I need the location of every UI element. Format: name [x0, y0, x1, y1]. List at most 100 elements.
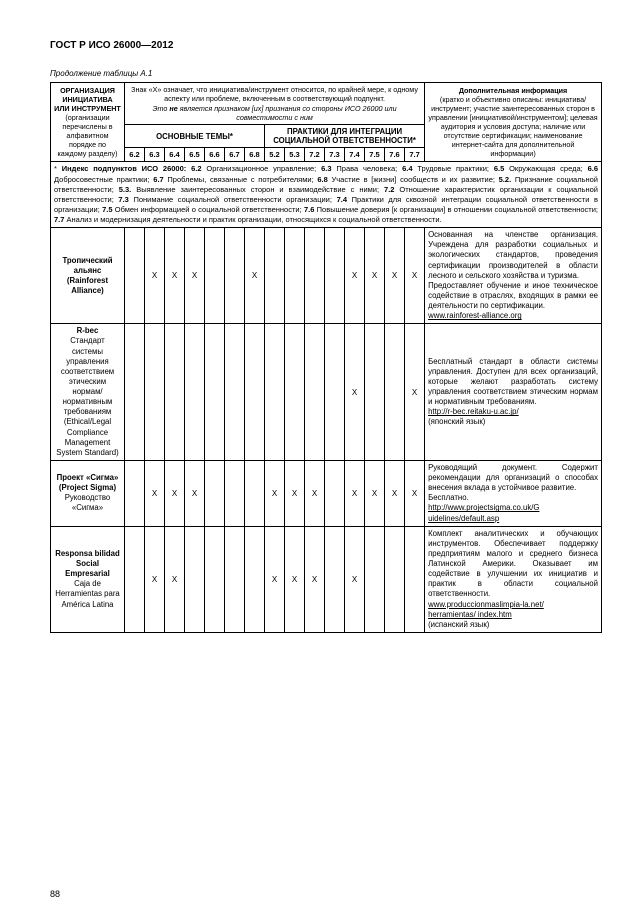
index-cell: 6.5	[185, 148, 205, 162]
x-cell	[325, 324, 345, 461]
x-cell	[365, 526, 385, 632]
x-cell	[245, 526, 265, 632]
index-cell: 6.2	[125, 148, 145, 162]
org-header: ОРГАНИЗАЦИЯИНИЦИАТИВАИЛИ ИНСТРУМЕНТ(орга…	[51, 83, 125, 162]
index-cell: 6.4	[165, 148, 185, 162]
x-cell	[325, 228, 345, 324]
x-cell: X	[145, 526, 165, 632]
x-cell	[305, 324, 325, 461]
x-cell	[125, 228, 145, 324]
index-note: * Индекс подпунктов ИСО 26000: 6.2 Орган…	[51, 162, 602, 228]
org-name-cell: Проект «Сигма» (Project Sigma)Руководств…	[51, 460, 125, 526]
x-cell	[125, 324, 145, 461]
x-cell: X	[345, 228, 365, 324]
x-cell: X	[365, 460, 385, 526]
x-cell: X	[385, 460, 405, 526]
x-cell: X	[305, 526, 325, 632]
x-cell	[385, 324, 405, 461]
x-cell	[245, 324, 265, 461]
x-cell	[325, 460, 345, 526]
x-cell: X	[145, 460, 165, 526]
x-cell: X	[165, 526, 185, 632]
index-cell: 6.6	[205, 148, 225, 162]
page-number: 88	[50, 889, 60, 899]
x-cell: X	[165, 228, 185, 324]
index-cell: 5.3	[285, 148, 305, 162]
index-cell: 7.7	[405, 148, 425, 162]
x-cell	[285, 228, 305, 324]
table-row: Проект «Сигма» (Project Sigma)Руководств…	[51, 460, 602, 526]
x-cell	[205, 526, 225, 632]
x-cell: X	[285, 526, 305, 632]
page-container: ГОСТ Р ИСО 26000—2012 Продолжение таблиц…	[50, 40, 602, 883]
header-row-1: ОРГАНИЗАЦИЯИНИЦИАТИВАИЛИ ИНСТРУМЕНТ(орга…	[51, 83, 602, 125]
main-table: ОРГАНИЗАЦИЯИНИЦИАТИВАИЛИ ИНСТРУМЕНТ(орга…	[50, 82, 602, 633]
x-cell	[265, 228, 285, 324]
org-name-cell: R-becСтандарт системы управления соответ…	[51, 324, 125, 461]
x-cell: X	[345, 324, 365, 461]
x-cell	[245, 460, 265, 526]
index-cell: 7.5	[365, 148, 385, 162]
x-cell: X	[265, 460, 285, 526]
index-cell: 7.4	[345, 148, 365, 162]
x-cell: X	[265, 526, 285, 632]
x-cell	[385, 526, 405, 632]
index-cell: 7.2	[305, 148, 325, 162]
x-cell: X	[145, 228, 165, 324]
x-cell	[265, 324, 285, 461]
x-cell	[165, 324, 185, 461]
x-cell: X	[165, 460, 185, 526]
index-cell: 6.3	[145, 148, 165, 162]
x-cell	[205, 460, 225, 526]
x-cell	[185, 526, 205, 632]
x-cell	[185, 324, 205, 461]
x-cell: X	[345, 460, 365, 526]
x-cell	[225, 460, 245, 526]
table-row: Responsa bilidad Social EmpresarialCaja …	[51, 526, 602, 632]
table-row: Тропический альянс (Rainforest Alliance)…	[51, 228, 602, 324]
x-cell	[285, 324, 305, 461]
x-cell	[365, 324, 385, 461]
x-cell: X	[345, 526, 365, 632]
index-note-row: * Индекс подпунктов ИСО 26000: 6.2 Орган…	[51, 162, 602, 228]
x-cell	[205, 228, 225, 324]
index-cell: 6.7	[225, 148, 245, 162]
description-cell: Основанная на членстве организация. Учре…	[425, 228, 602, 324]
description-cell: Бесплатный стандарт в области системы уп…	[425, 324, 602, 461]
index-cell: 7.3	[325, 148, 345, 162]
main-topics-header: ОСНОВНЫЕ ТЕМЫ*	[125, 125, 265, 148]
org-name-cell: Тропический альянс (Rainforest Alliance)	[51, 228, 125, 324]
integration-header: ПРАКТИКИ ДЛЯ ИНТЕГРАЦИИ СОЦИАЛЬНОЙ ОТВЕТ…	[265, 125, 425, 148]
x-note: Знак «X» означает, что инициатива/инстру…	[125, 83, 425, 125]
x-cell	[405, 526, 425, 632]
table-caption: Продолжение таблицы А.1	[50, 69, 602, 78]
x-cell	[325, 526, 345, 632]
index-cell: 6.8	[245, 148, 265, 162]
table-row: R-becСтандарт системы управления соответ…	[51, 324, 602, 461]
x-cell	[225, 526, 245, 632]
x-cell	[145, 324, 165, 461]
x-cell: X	[405, 228, 425, 324]
x-cell: X	[245, 228, 265, 324]
x-cell	[125, 460, 145, 526]
x-cell	[205, 324, 225, 461]
x-cell	[125, 526, 145, 632]
description-cell: Руководящий документ. Содержит рекоменда…	[425, 460, 602, 526]
x-cell: X	[405, 324, 425, 461]
x-cell	[225, 324, 245, 461]
x-cell: X	[185, 460, 205, 526]
info-header: Дополнительная информация(кратко и объек…	[425, 83, 602, 162]
x-cell: X	[305, 460, 325, 526]
x-cell	[305, 228, 325, 324]
document-header: ГОСТ Р ИСО 26000—2012	[50, 40, 602, 51]
org-name-cell: Responsa bilidad Social EmpresarialCaja …	[51, 526, 125, 632]
index-cell: 7.6	[385, 148, 405, 162]
x-cell: X	[385, 228, 405, 324]
x-cell: X	[185, 228, 205, 324]
index-cell: 5.2	[265, 148, 285, 162]
x-cell: X	[365, 228, 385, 324]
description-cell: Комплект аналитических и обучающих инстр…	[425, 526, 602, 632]
x-cell	[225, 228, 245, 324]
x-cell: X	[405, 460, 425, 526]
x-cell: X	[285, 460, 305, 526]
